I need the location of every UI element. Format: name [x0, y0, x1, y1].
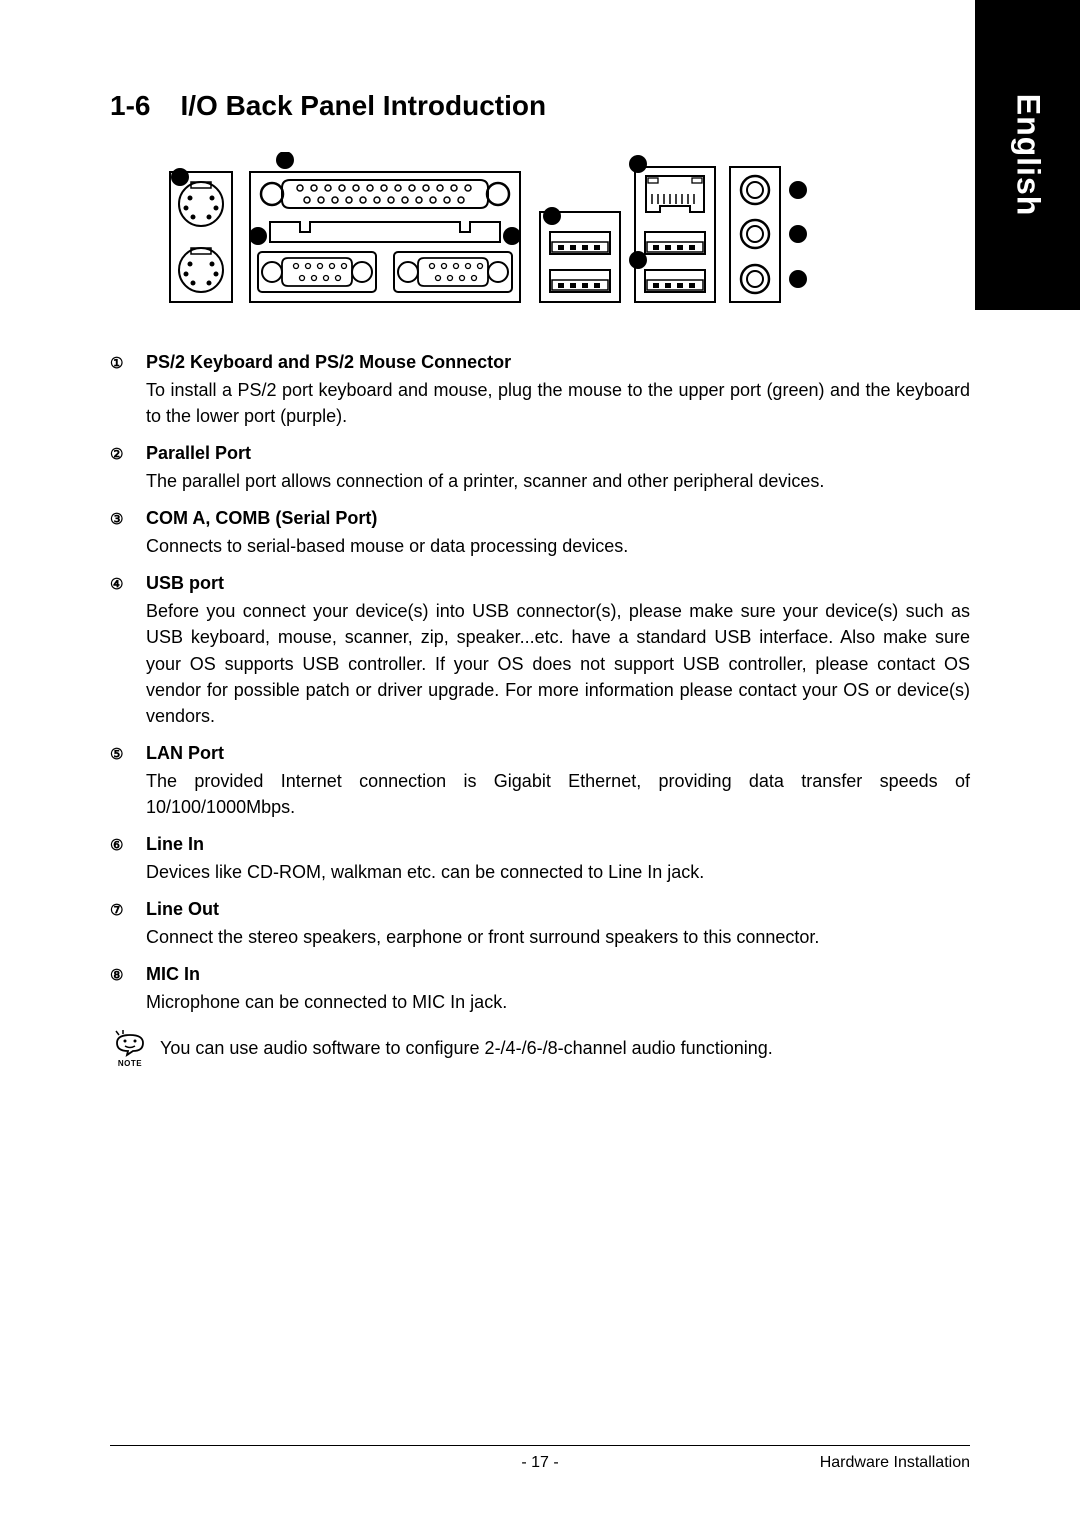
item-marker: ⑤ [110, 745, 123, 763]
item-title: Parallel Port [146, 443, 970, 464]
item: ⑦ Line Out Connect the stereo speakers, … [110, 899, 970, 950]
section-title-text: I/O Back Panel Introduction [180, 90, 546, 121]
item-title: COM A, COMB (Serial Port) [146, 508, 970, 529]
item-marker: ⑧ [110, 966, 123, 984]
language-tab-label: English [1009, 94, 1046, 217]
item-body: The parallel port allows connection of a… [146, 468, 970, 494]
item-marker: ① [110, 354, 123, 372]
note-text: You can use audio software to configure … [160, 1036, 773, 1061]
item-marker: ⑦ [110, 901, 123, 919]
item: ⑥ Line In Devices like CD-ROM, walkman e… [110, 834, 970, 885]
item-marker: ② [110, 445, 123, 463]
note-label: NOTE [110, 1059, 150, 1068]
io-panel-svg [140, 152, 820, 312]
item: ④ USB port Before you connect your devic… [110, 573, 970, 728]
item: ⑤ LAN Port The provided Internet connect… [110, 743, 970, 820]
item: ② Parallel Port The parallel port allows… [110, 443, 970, 494]
page-footer: - 17 - Hardware Installation [110, 1445, 970, 1472]
io-panel-diagram [140, 152, 970, 312]
section-number: 1-6 [110, 90, 150, 121]
section-heading: 1-6 I/O Back Panel Introduction [110, 90, 970, 122]
item: ③ COM A, COMB (Serial Port) Connects to … [110, 508, 970, 559]
item-title: Line In [146, 834, 970, 855]
item-body: Connect the stereo speakers, earphone or… [146, 924, 970, 950]
page-number: - 17 - [521, 1454, 558, 1472]
item-title: LAN Port [146, 743, 970, 764]
item-title: Line Out [146, 899, 970, 920]
note: NOTE You can use audio software to confi… [110, 1029, 970, 1068]
item: ① PS/2 Keyboard and PS/2 Mouse Connector… [110, 352, 970, 429]
language-tab: English [975, 0, 1080, 310]
item-body: Microphone can be connected to MIC In ja… [146, 989, 970, 1015]
item-body: To install a PS/2 port keyboard and mous… [146, 377, 970, 429]
item-marker: ④ [110, 575, 123, 593]
item-marker: ⑥ [110, 836, 123, 854]
item-body: Connects to serial-based mouse or data p… [146, 533, 970, 559]
item-title: MIC In [146, 964, 970, 985]
page-content: 1-6 I/O Back Panel Introduction [110, 90, 970, 1068]
item-title: USB port [146, 573, 970, 594]
note-icon: NOTE [110, 1029, 150, 1068]
item-title: PS/2 Keyboard and PS/2 Mouse Connector [146, 352, 970, 373]
item-body: The provided Internet connection is Giga… [146, 768, 970, 820]
items-list: ① PS/2 Keyboard and PS/2 Mouse Connector… [110, 352, 970, 1068]
item-body: Devices like CD-ROM, walkman etc. can be… [146, 859, 970, 885]
footer-right: Hardware Installation [820, 1454, 970, 1472]
item-marker: ③ [110, 510, 123, 528]
item: ⑧ MIC In Microphone can be connected to … [110, 964, 970, 1015]
item-body: Before you connect your device(s) into U… [146, 598, 970, 728]
